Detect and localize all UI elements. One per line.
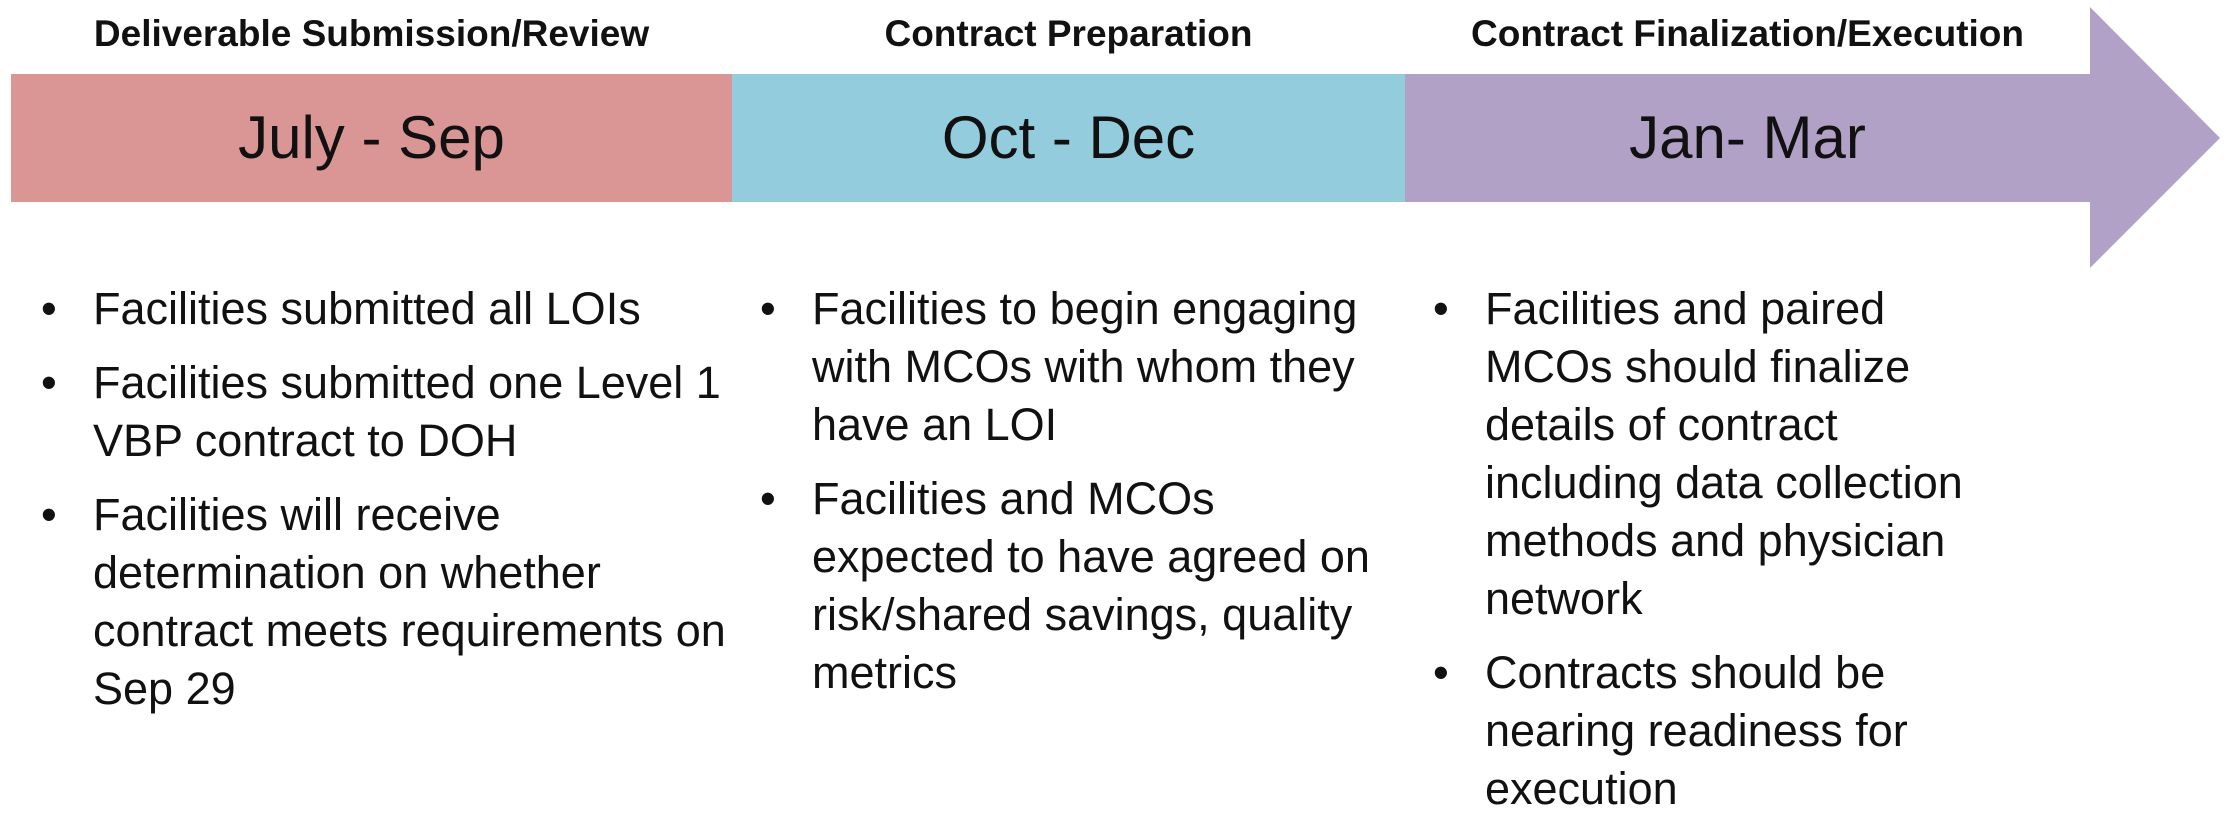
bullet-item: Facilities will receive determination on… xyxy=(41,486,733,718)
page: Deliverable Submission/Review July - Sep F… xyxy=(0,0,2231,802)
bullet-list: Facilities submitted all LOIs Facilities … xyxy=(41,280,733,734)
phase-period: Oct - Dec xyxy=(941,104,1196,171)
phase-header: Contract Preparation xyxy=(884,13,1253,54)
timeline-band xyxy=(11,7,2220,268)
bullet-item: Facilities to begin engaging with MCOs w… xyxy=(760,280,1382,454)
phase-header: Deliverable Submission/Review xyxy=(93,13,650,54)
band-segment-1 xyxy=(11,74,732,202)
bullet-item: Facilities and paired MCOs should finali… xyxy=(1433,280,2025,628)
phase-period: Jan- Mar xyxy=(1629,104,1866,171)
band-segment-2 xyxy=(732,74,1405,202)
phase-period: July - Sep xyxy=(238,104,505,171)
phase-header: Contract Finalization/Execution xyxy=(1471,13,2024,54)
bullet-item: Contracts should be nearing readiness fo… xyxy=(1433,644,2025,818)
bullet-item: Facilities and MCOs expected to have agr… xyxy=(760,470,1382,702)
band-arrow xyxy=(1405,7,2220,268)
bullet-list: Facilities and paired MCOs should finali… xyxy=(1433,280,2025,834)
bullet-item: Facilities submitted all LOIs xyxy=(41,280,733,338)
bullet-item: Facilities submitted one Level 1 VBP con… xyxy=(41,354,733,470)
bullet-list: Facilities to begin engaging with MCOs w… xyxy=(760,280,1382,718)
